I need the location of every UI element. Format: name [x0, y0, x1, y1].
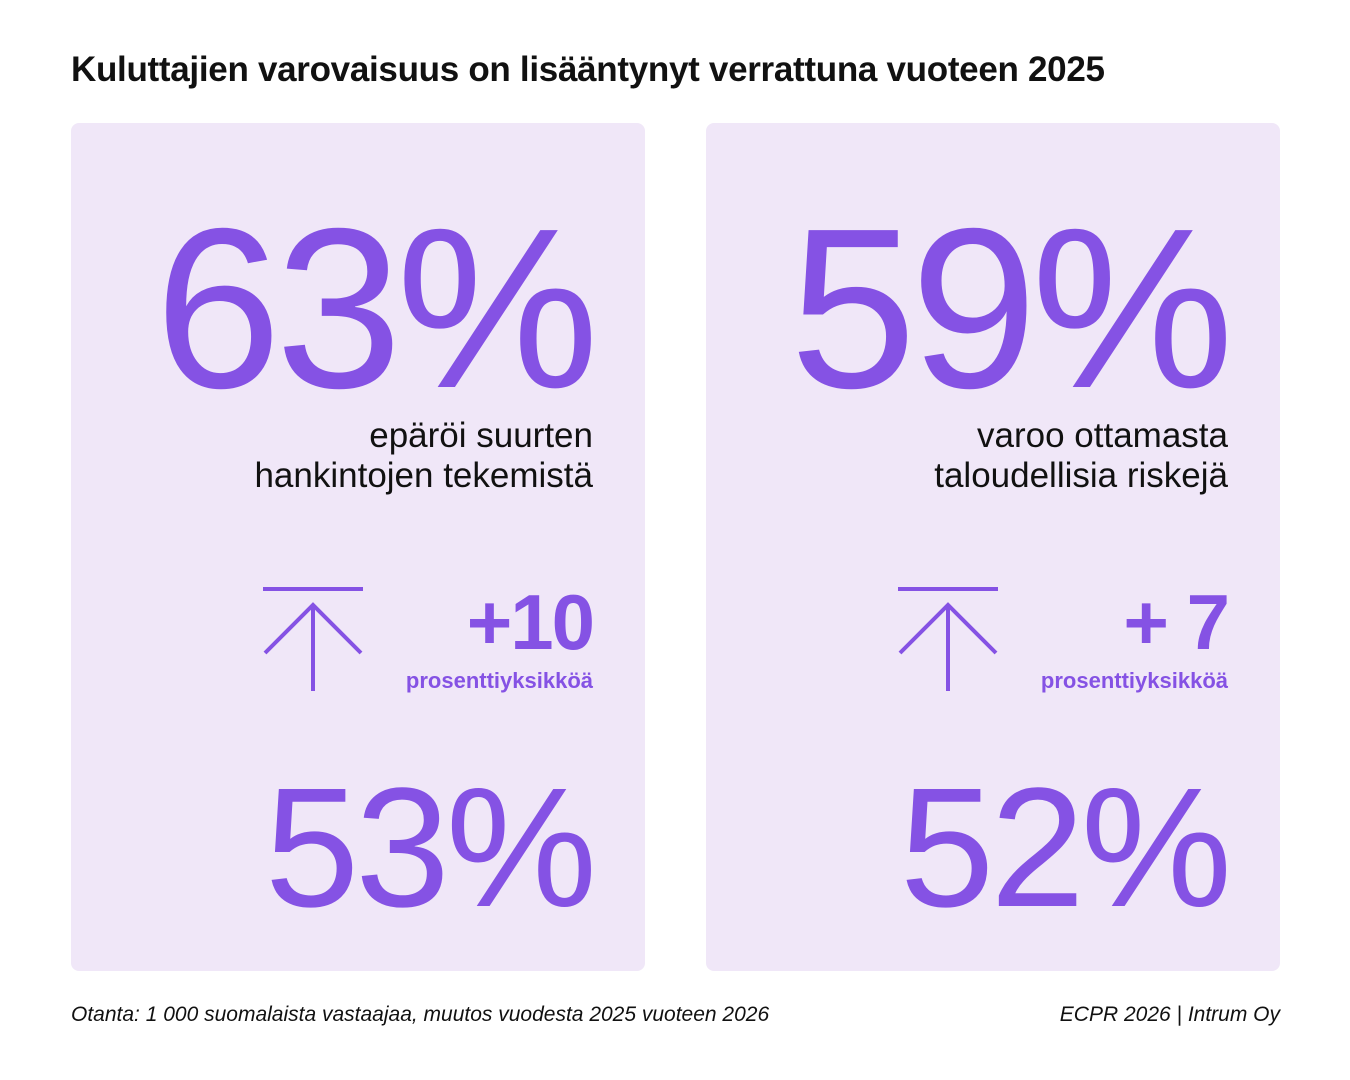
- previous-percentage: 52%: [899, 753, 1232, 943]
- current-percentage: 63%: [154, 182, 599, 436]
- stat-card-hesitate-purchases: 63% epäröi suurten hankintojen tekemistä…: [71, 123, 645, 971]
- previous-percentage: 53%: [264, 753, 597, 943]
- sample-note: Otanta: 1 000 suomalaista vastaajaa, muu…: [71, 1003, 770, 1026]
- stat-description: epäröi suurten hankintojen tekemistä: [133, 416, 593, 495]
- current-percentage: 59%: [789, 182, 1234, 436]
- change-unit: prosenttiyksikköä: [405, 668, 593, 693]
- arrow-up-to-line-icon: [263, 587, 363, 691]
- description-line-1: varoo ottamasta: [977, 416, 1228, 455]
- description-line-2: taloudellisia riskejä: [934, 455, 1228, 495]
- description-line-1: epäröi suurten: [369, 416, 593, 455]
- stat-description: varoo ottamasta taloudellisia riskejä: [768, 416, 1228, 495]
- change-indicator: + 7 prosenttiyksikköä: [706, 583, 1280, 703]
- source-credit: ECPR 2026 | Intrum Oy: [1059, 1003, 1280, 1026]
- stat-card-avoid-financial-risks: 59% varoo ottamasta taloudellisia riskej…: [706, 123, 1280, 971]
- change-value: +10: [466, 578, 595, 666]
- page-title: Kuluttajien varovaisuus on lisääntynyt v…: [71, 50, 1105, 89]
- change-unit: prosenttiyksikköä: [1040, 668, 1228, 693]
- change-indicator: +10 prosenttiyksikköä: [71, 583, 645, 703]
- arrow-up-to-line-icon: [898, 587, 998, 691]
- description-line-2: hankintojen tekemistä: [254, 455, 593, 495]
- change-value: + 7: [1123, 578, 1230, 666]
